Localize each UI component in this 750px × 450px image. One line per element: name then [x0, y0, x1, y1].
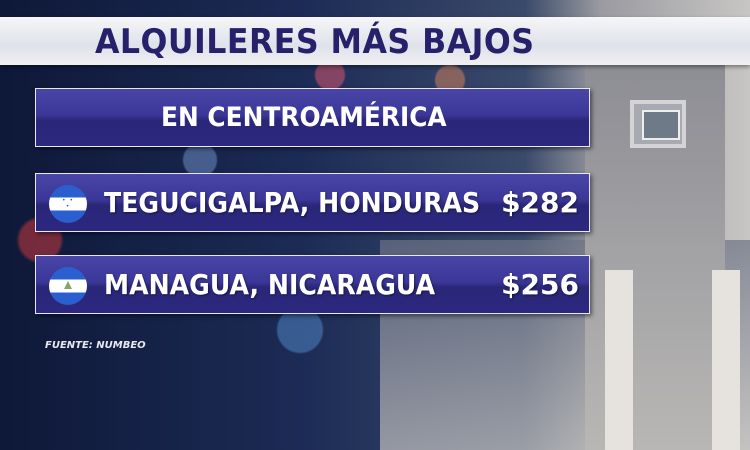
background-window: [630, 100, 686, 148]
nicaragua-flag-icon: [49, 267, 87, 305]
honduras-flag-icon: • • • • •: [49, 185, 87, 223]
title-bar: ALQUILERES MÁS BAJOS: [0, 17, 750, 65]
title: ALQUILERES MÁS BAJOS: [95, 22, 535, 62]
subtitle: EN CENTROAMÉRICA: [161, 102, 447, 133]
rent-price: $256: [501, 268, 579, 301]
background-column: [712, 270, 740, 450]
background-column: [605, 270, 633, 450]
city-row: MANAGUA, NICARAGUA $256: [35, 255, 590, 314]
rent-price: $282: [501, 186, 579, 219]
source-credit: FUENTE: NUMBEO: [45, 340, 146, 351]
city-name: MANAGUA, NICARAGUA: [104, 268, 436, 301]
subtitle-panel: EN CENTROAMÉRICA: [35, 88, 590, 147]
city-row: • • • • • TEGUCIGALPA, HONDURAS $282: [35, 173, 590, 232]
city-name: TEGUCIGALPA, HONDURAS: [104, 186, 481, 219]
